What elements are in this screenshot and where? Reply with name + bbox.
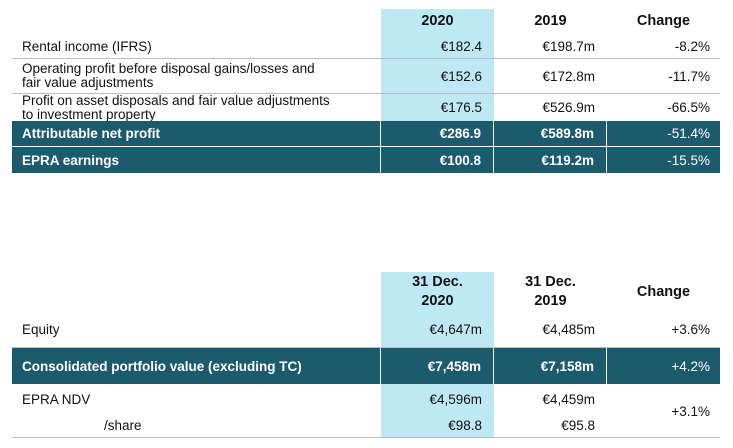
table-row: Profit on asset disposals and fair value… [12,92,720,122]
header-change: Change [607,272,720,312]
income-table-header: 2020 2019 Change [12,9,720,34]
value-2020: €152.6 [381,59,494,93]
row-label: Consolidated portfolio value (excluding … [12,348,381,384]
value-2019: €119.2m [494,147,607,173]
value-change-empty [607,414,720,437]
header-line2: 2019 [534,293,567,309]
table-row: Equity €4,647m €4,485m +3.6% [12,312,720,348]
header-31-dec-2020: 31 Dec. 2020 [381,272,494,312]
row-label-line2: fair value adjustments [22,75,154,90]
table-row-highlight: EPRA earnings €100.8 €119.2m -15.5% [12,147,720,173]
value-change: -11.7% [668,68,710,84]
value-2020: €7,458m [381,348,494,384]
value-change: -15.5% [667,152,710,168]
row-label-line2: to investment property [22,106,156,122]
value-change: -8.2% [674,38,710,54]
value-2020: €182.4 [381,34,494,58]
header-line2: 2020 [421,293,454,309]
header-blank [12,272,381,312]
value-2020: €4,647m [381,312,494,347]
value-2019: €95.8 [561,418,595,433]
row-label: /share [104,418,142,433]
header-2019: 2019 [534,13,567,29]
value-2019: €589.8m [494,121,607,146]
value-2019: €4,459m [542,391,595,407]
header-change: Change [636,13,691,29]
header-line1: 31 Dec. [525,274,576,290]
value-change: -66.5% [667,100,710,115]
value-change: -51.4% [667,126,710,141]
value-change: +3.6% [671,322,710,337]
row-label: EPRA earnings [12,147,381,173]
value-2019: €4,485m [542,322,595,337]
row-label: Profit on asset disposals and fair value… [12,92,381,122]
table-row-highlight: Attributable net profit €286.9 €589.8m -… [12,121,720,147]
value-2020: €100.8 [381,147,494,173]
table-row: /share €98.8 €95.8 [12,414,720,438]
row-label-line1: Operating profit before disposal gains/l… [22,61,315,76]
value-2019: €198.7m [542,38,595,54]
value-change: +4.2% [671,358,710,374]
value-2019: €172.8m [542,68,595,84]
table-row: EPRA NDV €4,596m €4,459m +3.1% [12,384,720,418]
header-line1: 31 Dec. [412,274,463,290]
value-2019: €526.9m [542,100,595,115]
value-2020: €286.9 [381,121,494,146]
value-2020: €4,596m [381,384,494,414]
table-row-highlight: Consolidated portfolio value (excluding … [12,348,720,384]
balance-table-header: 31 Dec. 2020 31 Dec. 2019 Change [12,272,720,312]
row-label: Attributable net profit [12,121,381,146]
table-row: Rental income (IFRS) €182.4 €198.7m -8.2… [12,34,720,59]
value-change: +3.1% [671,403,710,419]
value-2020: €176.5 [381,94,494,121]
value-2019: €7,158m [494,348,607,384]
row-label: Operating profit before disposal gains/l… [12,59,381,93]
header-31-dec-2019: 31 Dec. 2019 [494,272,607,312]
row-label-line1: Profit on asset disposals and fair value… [22,92,330,108]
header-line1: Change [636,283,691,300]
row-label: Equity [22,322,60,337]
value-2020: €98.8 [381,414,494,437]
header-blank [12,9,381,34]
header-2020: 2020 [381,9,494,34]
table-row: Operating profit before disposal gains/l… [12,59,720,94]
row-label: EPRA NDV [22,391,91,407]
row-label: Rental income (IFRS) [22,38,152,54]
